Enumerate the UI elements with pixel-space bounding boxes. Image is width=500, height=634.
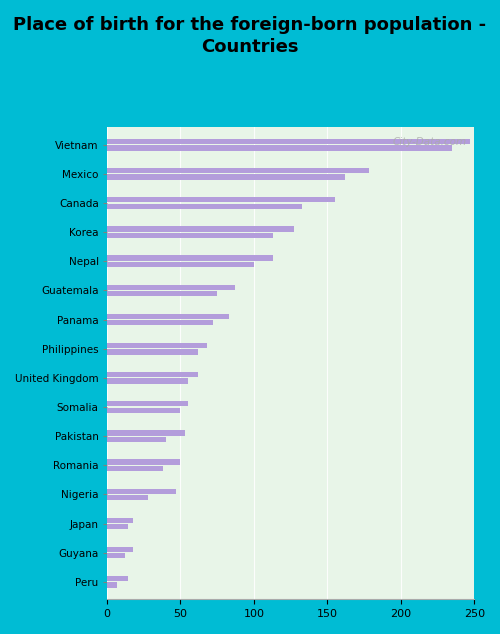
Bar xyxy=(107,583,117,588)
Bar xyxy=(107,204,302,209)
Text: Place of birth for the foreign-born population -
Countries: Place of birth for the foreign-born popu… xyxy=(14,16,486,56)
Bar xyxy=(107,524,128,529)
Bar xyxy=(107,349,198,354)
Bar xyxy=(107,437,166,442)
Bar xyxy=(107,285,235,290)
Bar xyxy=(107,197,335,202)
Bar xyxy=(107,430,185,436)
Bar xyxy=(107,495,148,500)
Bar xyxy=(107,372,198,377)
Bar xyxy=(107,233,273,238)
Bar xyxy=(107,466,163,471)
Bar xyxy=(107,145,453,150)
Bar xyxy=(107,378,188,384)
Bar xyxy=(107,139,470,144)
Bar xyxy=(107,256,273,261)
Bar xyxy=(107,553,124,559)
Bar xyxy=(107,314,229,319)
Bar xyxy=(107,262,254,267)
Bar xyxy=(107,226,294,231)
Bar xyxy=(107,408,180,413)
Bar xyxy=(107,576,128,581)
Bar xyxy=(107,489,176,494)
Text: City-Data.com: City-Data.com xyxy=(393,137,467,146)
Bar xyxy=(107,343,207,348)
Bar xyxy=(107,460,180,465)
Bar xyxy=(107,174,345,179)
Bar xyxy=(107,291,217,296)
Bar xyxy=(107,518,134,523)
Bar xyxy=(107,547,134,552)
Bar xyxy=(107,320,213,325)
Bar xyxy=(107,168,368,173)
Bar xyxy=(107,401,188,406)
